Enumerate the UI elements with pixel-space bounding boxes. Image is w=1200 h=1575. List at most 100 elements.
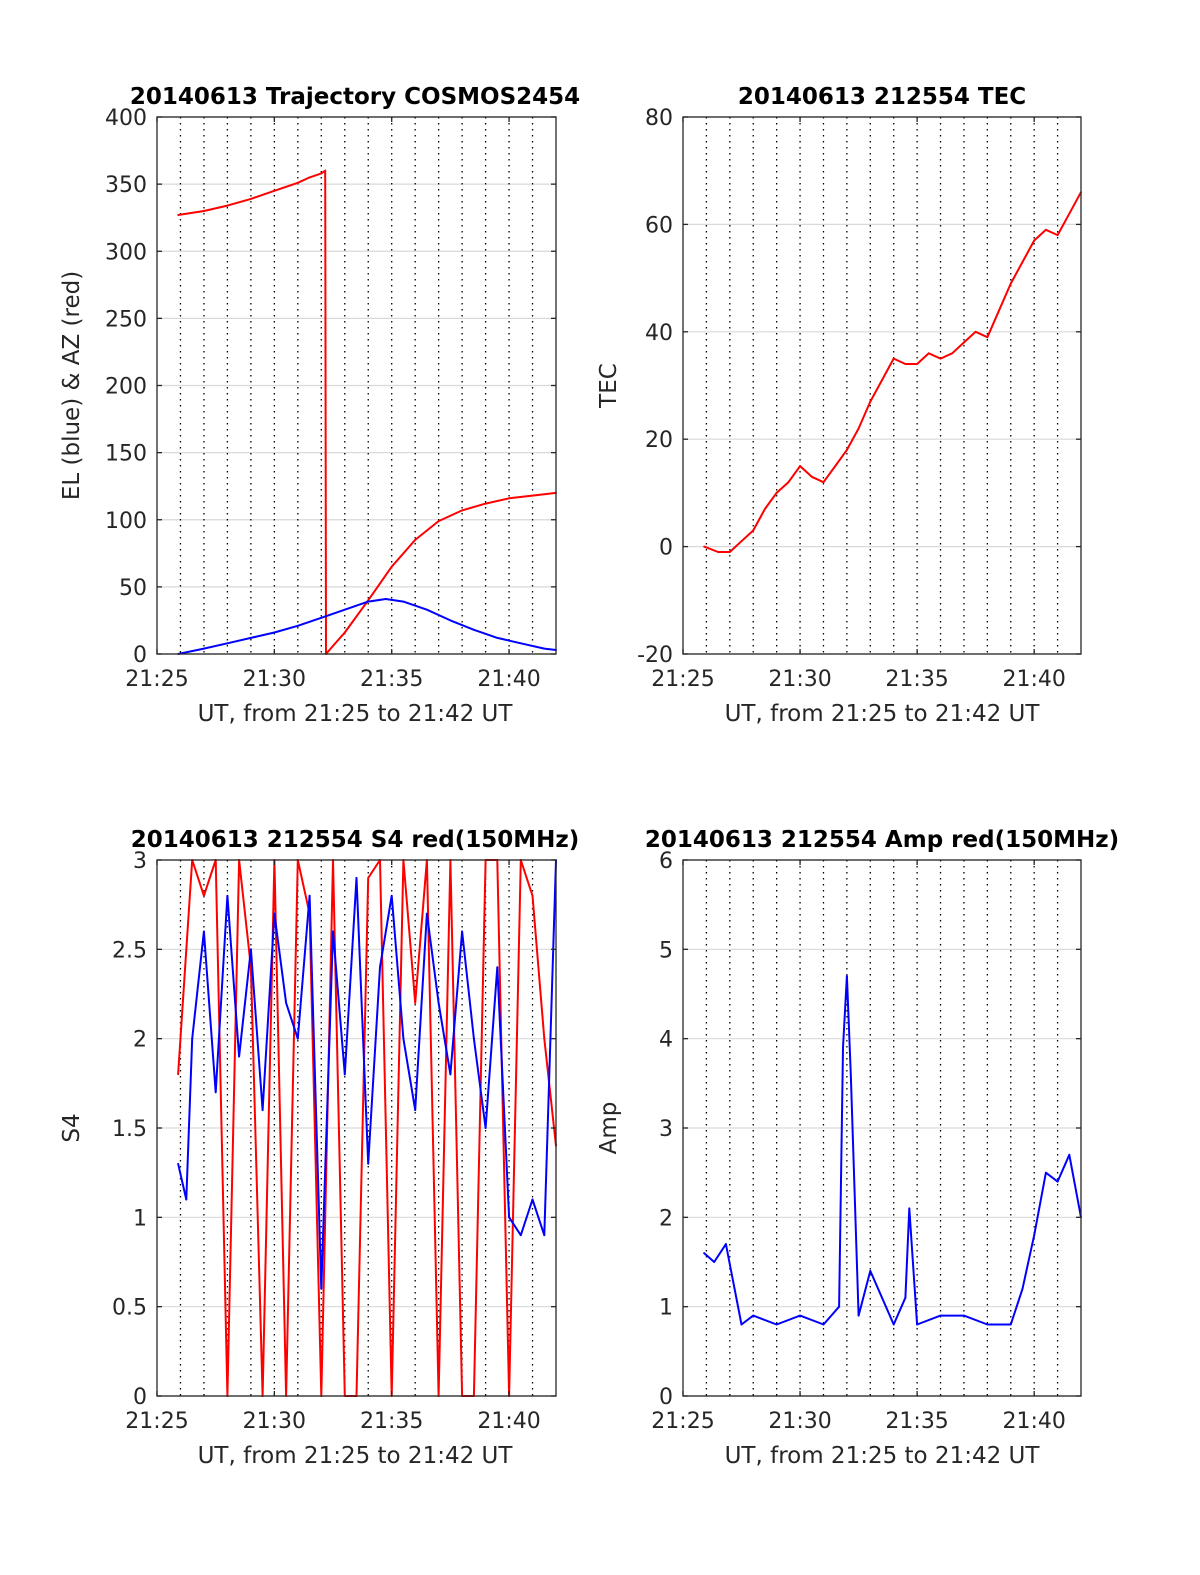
data-point	[249, 948, 252, 951]
data-point	[974, 330, 977, 333]
x-tick-label: 21:40	[477, 1409, 540, 1434]
x-axis-label: UT, from 21:25 to 21:42 UT	[725, 1443, 1041, 1469]
data-point	[869, 1270, 872, 1272]
data-point	[764, 508, 766, 510]
data-point	[986, 1323, 989, 1326]
x-axis-label: UT, from 21:25 to 21:42 UT	[198, 1443, 514, 1469]
chart-title: 20140613 212554 S4 red(150MHz)	[131, 827, 580, 853]
chart-panel-3: 0 0.5 1 1.5 2 2.5 3 21:25 21:30 21:35 21:40 2014061…	[59, 827, 579, 1469]
data-point	[308, 894, 311, 897]
data-point	[703, 1252, 705, 1254]
y-tick-label: 2.5	[112, 938, 147, 963]
data-point	[799, 1314, 801, 1317]
chart-panel-4: 0 1 2 3 4 5 6 21:25 21:30 21:35 21:40 20140613 2125…	[596, 827, 1119, 1469]
y-axis-label: S4	[59, 1113, 85, 1142]
data-point	[402, 600, 405, 603]
y-tick-label: 300	[105, 240, 147, 265]
data-point	[384, 598, 387, 600]
data-point	[367, 600, 370, 603]
data-point	[449, 619, 452, 622]
x-tick-label: 21:35	[360, 667, 423, 692]
data-point	[296, 624, 299, 627]
y-tick-label: 1.5	[112, 1117, 147, 1142]
x-tick-label: 21:30	[243, 667, 306, 692]
data-point	[725, 1243, 727, 1246]
data-point	[799, 465, 801, 467]
data-point	[214, 1091, 217, 1094]
data-point	[916, 363, 919, 365]
data-point	[390, 894, 393, 897]
data-point	[296, 181, 299, 184]
x-tick-label: 21:30	[768, 667, 831, 692]
y-tick-label: 3	[133, 849, 147, 874]
data-point	[238, 1055, 241, 1058]
x-tick-label: 21:25	[651, 667, 714, 692]
data-point	[285, 1002, 287, 1004]
data-point	[775, 492, 778, 494]
data-point	[261, 1109, 264, 1112]
data-point	[332, 930, 334, 933]
data-point	[822, 481, 825, 484]
y-tick-label: 0	[133, 1385, 147, 1410]
x-tick-label: 21:40	[477, 667, 540, 692]
data-point	[308, 176, 311, 179]
data-point	[1021, 261, 1024, 263]
data-point	[320, 616, 323, 619]
data-point	[951, 352, 954, 355]
y-axis-label: TEC	[596, 363, 622, 409]
data-point	[332, 645, 334, 647]
data-point	[1044, 1171, 1047, 1174]
data-point	[845, 449, 848, 451]
data-point	[484, 1127, 487, 1129]
x-tick-label: 21:25	[125, 1409, 188, 1434]
y-tick-label: 0	[659, 1385, 673, 1410]
series-line-1	[703, 975, 1082, 1326]
y-tick-label: 250	[105, 307, 147, 332]
data-point	[519, 642, 522, 645]
data-point	[703, 545, 705, 548]
y-tick-label: 150	[105, 442, 147, 467]
data-point	[713, 1261, 716, 1263]
data-point	[484, 502, 487, 505]
series-line-2	[177, 859, 557, 1290]
data-point	[963, 1314, 965, 1317]
data-point	[203, 647, 205, 650]
data-point	[1021, 1287, 1024, 1290]
data-point	[904, 1296, 907, 1299]
y-tick-label: 1	[659, 1296, 673, 1321]
data-point	[461, 509, 464, 512]
series-line-2	[177, 598, 557, 655]
data-point	[916, 1323, 919, 1326]
y-tick-label: 100	[105, 509, 147, 534]
data-point	[531, 1198, 534, 1201]
x-axis-label: UT, from 21:25 to 21:42 UT	[725, 701, 1041, 727]
y-tick-label: 40	[645, 321, 673, 346]
data-point	[717, 551, 720, 553]
data-point	[508, 1216, 510, 1219]
y-tick-label: 0.5	[112, 1296, 147, 1321]
data-point	[857, 427, 860, 430]
data-point	[849, 1073, 852, 1076]
data-point	[908, 1207, 911, 1210]
data-point	[472, 628, 475, 631]
data-point	[775, 1323, 778, 1326]
y-tick-label: 350	[105, 173, 147, 198]
data-point	[449, 1073, 452, 1076]
data-point	[1033, 1234, 1036, 1237]
y-tick-label: 200	[105, 375, 147, 400]
data-point	[203, 894, 205, 897]
data-point	[203, 210, 205, 212]
data-point	[1044, 228, 1047, 231]
data-point	[414, 1002, 417, 1004]
data-point	[1068, 1153, 1071, 1156]
data-point	[740, 1323, 743, 1326]
y-axis-label: EL (blue) & AZ (red)	[59, 271, 85, 500]
data-point	[226, 894, 229, 897]
x-tick-label: 21:35	[885, 1409, 948, 1434]
data-point	[543, 647, 546, 650]
data-point	[939, 357, 942, 360]
y-tick-label: 2	[659, 1206, 673, 1231]
data-point	[728, 551, 731, 553]
data-point	[740, 540, 743, 543]
y-tick-label: 0	[133, 643, 147, 668]
